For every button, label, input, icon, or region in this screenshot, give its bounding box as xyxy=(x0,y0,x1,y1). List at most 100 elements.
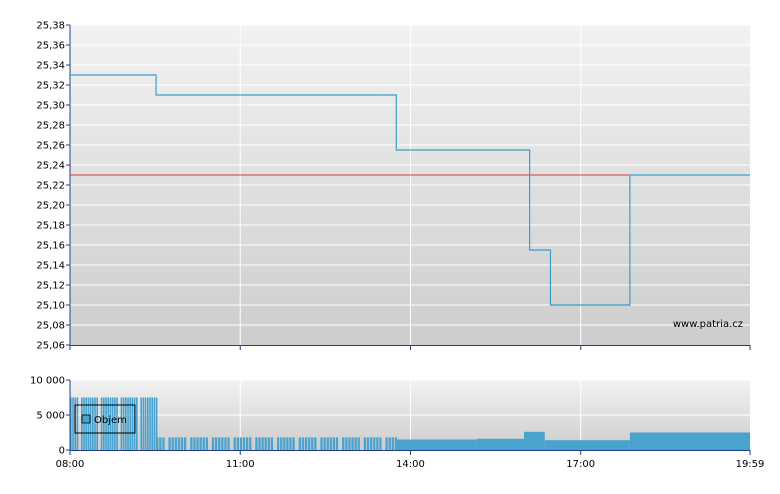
volume-bar xyxy=(76,397,79,450)
price-x-tick-marks xyxy=(69,345,751,350)
price-y-tick-label: 25,12 xyxy=(36,281,65,292)
volume-bar xyxy=(156,437,159,450)
price-y-tick-label: 25,06 xyxy=(36,341,65,352)
volume-bar xyxy=(125,397,127,450)
volume-bar xyxy=(218,437,221,450)
price-y-tick-label: 25,22 xyxy=(36,181,65,192)
volume-bars xyxy=(70,397,750,450)
volume-bar xyxy=(140,397,143,450)
volume-bar xyxy=(153,397,156,450)
volume-bar xyxy=(249,437,252,450)
volume-bar xyxy=(523,431,545,450)
volume-bar xyxy=(323,437,326,450)
volume-bar xyxy=(136,397,138,450)
volume-y-tick-label: 10 000 xyxy=(30,376,65,387)
volume-bar xyxy=(261,437,264,450)
volume-bar xyxy=(100,397,103,450)
volume-panel: 0 5 000 10 000 08:00 11:00 14:00 17:00 19:59 O… xyxy=(30,376,764,471)
volume-bar xyxy=(376,437,379,450)
volume-bar xyxy=(103,397,105,450)
price-y-tick-label: 25,34 xyxy=(36,61,65,72)
price-y-tick-label: 25,24 xyxy=(36,161,65,172)
volume-y-tick-label: 0 xyxy=(59,446,65,457)
price-y-tick-label: 25,30 xyxy=(36,101,65,112)
x-tick-label: 17:00 xyxy=(566,459,595,470)
volume-bar xyxy=(320,437,323,450)
volume-bar xyxy=(258,437,261,450)
volume-bar xyxy=(144,397,147,450)
volume-bar xyxy=(81,397,83,450)
x-tick-label: 14:00 xyxy=(396,459,425,470)
volume-bar xyxy=(363,437,367,450)
volume-bar xyxy=(348,437,351,450)
volume-bar xyxy=(111,397,114,450)
volume-bar xyxy=(214,437,218,450)
price-y-tick-label: 25,10 xyxy=(36,301,65,312)
volume-bar xyxy=(544,440,630,450)
volume-bar xyxy=(280,437,283,450)
price-y-tick-label: 25,32 xyxy=(36,81,65,92)
volume-bar xyxy=(388,437,391,450)
price-panel: 25,06 25,08 25,10 25,12 25,14 25,16 25,18 25,20… xyxy=(36,21,751,352)
volume-bar xyxy=(276,437,280,450)
volume-bar xyxy=(162,437,165,450)
volume-bar xyxy=(267,437,270,450)
volume-bar xyxy=(396,439,477,450)
volume-bar xyxy=(476,438,524,450)
volume-bar xyxy=(298,437,301,450)
volume-bar xyxy=(147,397,149,450)
volume-bar xyxy=(87,397,90,450)
volume-bar xyxy=(168,437,171,450)
price-y-axis-ticks: 25,06 25,08 25,10 25,12 25,14 25,16 25,18 25,20… xyxy=(36,21,70,352)
volume-bar xyxy=(122,397,125,450)
volume-bar xyxy=(233,437,236,450)
legend-swatch xyxy=(81,414,91,424)
volume-bar xyxy=(379,437,382,450)
watermark-text: www.patria.cz xyxy=(673,319,743,330)
volume-bar xyxy=(304,437,308,450)
volume-bar xyxy=(314,437,317,450)
volume-bar xyxy=(373,437,376,450)
volume-bar xyxy=(177,437,181,450)
volume-bar xyxy=(142,397,145,450)
price-y-tick-label: 25,08 xyxy=(36,321,65,332)
volume-bar xyxy=(369,437,373,450)
volume-bar xyxy=(332,437,336,450)
volume-bar xyxy=(329,437,332,450)
volume-bar xyxy=(127,397,129,450)
volume-bar xyxy=(342,437,345,450)
volume-y-tick-label: 5 000 xyxy=(36,411,65,422)
volume-bar xyxy=(180,437,184,450)
volume-bar xyxy=(129,397,132,450)
price-y-tick-label: 25,18 xyxy=(36,221,65,232)
volume-bar xyxy=(109,397,112,450)
volume-bar xyxy=(286,437,289,450)
price-y-tick-label: 25,16 xyxy=(36,241,65,252)
volume-bar xyxy=(264,437,267,450)
legend-box xyxy=(74,404,136,434)
volume-bar xyxy=(255,437,258,450)
volume-bar xyxy=(155,397,158,450)
volume-bar xyxy=(205,437,208,450)
volume-bar xyxy=(351,437,354,450)
price-series-line xyxy=(70,74,750,306)
volume-bar xyxy=(92,397,94,450)
volume-bar xyxy=(114,397,116,450)
price-y-tick-label: 25,14 xyxy=(36,261,65,272)
volume-bar xyxy=(202,437,205,450)
price-y-tick-label: 25,20 xyxy=(36,201,65,212)
volume-bar xyxy=(70,397,72,450)
x-tick-label: 19:59 xyxy=(736,459,765,470)
volume-bar xyxy=(120,397,123,450)
volume-bar xyxy=(326,437,329,450)
x-tick-label: 08:00 xyxy=(56,459,85,470)
volume-bar xyxy=(83,397,85,450)
volume-bar xyxy=(107,397,110,450)
volume-bar xyxy=(242,437,246,450)
volume-bar xyxy=(385,437,388,450)
price-y-tick-label: 25,36 xyxy=(36,41,65,52)
volume-bar xyxy=(292,437,295,450)
volume-bar xyxy=(221,437,224,450)
